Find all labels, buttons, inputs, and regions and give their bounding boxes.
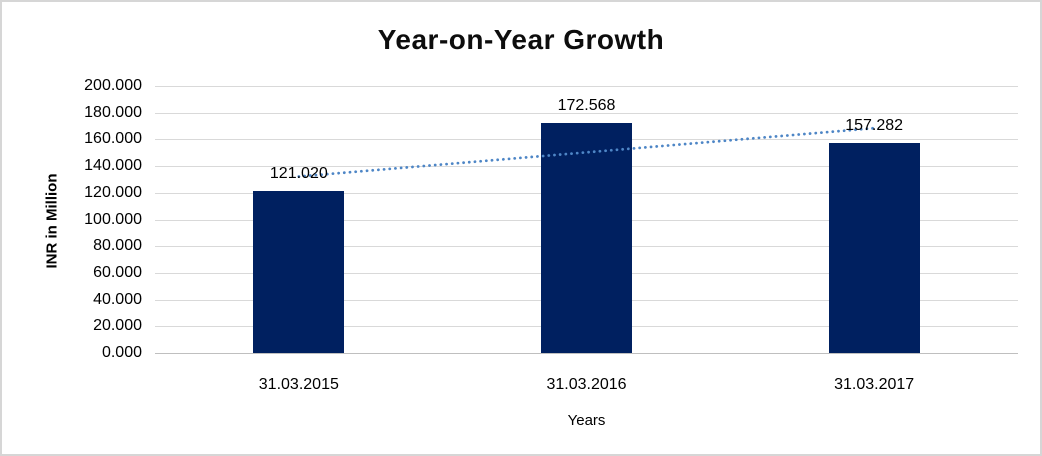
- x-tick-label: 31.03.2015: [258, 376, 339, 393]
- x-axis-line: [155, 353, 1018, 354]
- x-tick-label: 31.03.2016: [546, 376, 627, 393]
- bar-label: 157.282: [845, 117, 904, 135]
- chart-title: Year-on-Year Growth: [377, 24, 665, 55]
- gridline: [155, 112, 1018, 114]
- trendline: [297, 126, 876, 178]
- bar: [828, 143, 920, 353]
- x-tick-label: 31.03.2017: [834, 376, 915, 393]
- y-tick-label: 140.000: [84, 157, 142, 175]
- x-axis-title: Years: [567, 412, 606, 429]
- y-tick-label: 0.000: [101, 344, 142, 361]
- bar-label: 172.568: [557, 96, 616, 114]
- y-tick-label: 160.000: [84, 130, 142, 148]
- y-tick-label: 80.000: [93, 237, 142, 255]
- y-tick-label: 180.000: [84, 103, 142, 121]
- y-tick-label: 100.000: [84, 210, 142, 228]
- bar: [253, 191, 345, 353]
- y-tick-label: 40.000: [93, 290, 142, 308]
- bar-label: 121.020: [269, 165, 328, 183]
- trendline-path: [297, 126, 876, 178]
- y-tick-label: 20.000: [93, 317, 142, 335]
- gridline: [155, 86, 1018, 87]
- y-tick-label: 120.000: [84, 183, 142, 201]
- y-tick-label: 200.000: [84, 77, 142, 94]
- y-tick-label: 60.000: [93, 263, 142, 281]
- plot-area: [155, 86, 1018, 354]
- bar: [541, 122, 632, 353]
